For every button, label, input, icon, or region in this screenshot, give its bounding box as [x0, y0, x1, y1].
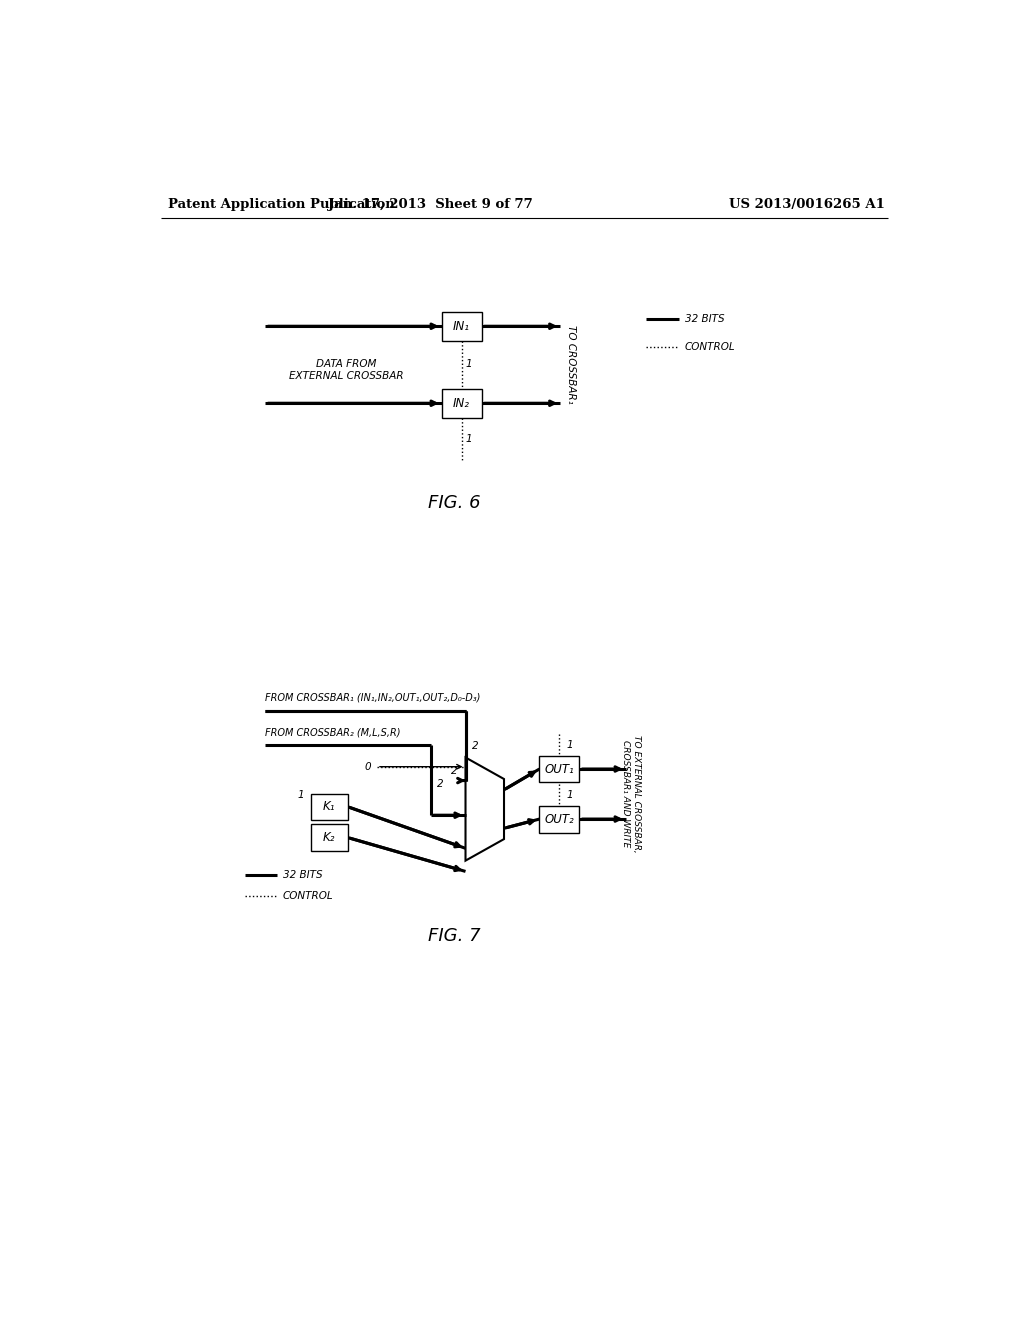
Text: 2: 2: [437, 779, 443, 789]
Bar: [441, 312, 481, 341]
Text: IN₂: IN₂: [454, 397, 470, 409]
Text: CONTROL: CONTROL: [685, 342, 735, 352]
Text: 1: 1: [465, 434, 472, 445]
Text: OUT₂: OUT₂: [545, 813, 574, 825]
Text: Patent Application Publication: Patent Application Publication: [168, 198, 394, 211]
Bar: [310, 793, 348, 820]
Bar: [310, 825, 348, 850]
Text: FIG. 6: FIG. 6: [428, 495, 480, 512]
Bar: [441, 388, 481, 418]
Text: K₂: K₂: [323, 832, 336, 843]
Bar: [540, 805, 580, 833]
Text: 2: 2: [472, 741, 478, 751]
Text: FIG. 7: FIG. 7: [428, 927, 480, 945]
Text: FROM CROSSBAR₂ (M,L,S,R): FROM CROSSBAR₂ (M,L,S,R): [265, 727, 400, 738]
Text: 1: 1: [298, 791, 304, 800]
Text: DATA FROM
EXTERNAL CROSSBAR: DATA FROM EXTERNAL CROSSBAR: [289, 359, 403, 381]
Bar: [540, 755, 580, 783]
Text: 2: 2: [451, 767, 458, 776]
Text: US 2013/0016265 A1: US 2013/0016265 A1: [729, 198, 885, 211]
Text: 32 BITS: 32 BITS: [283, 870, 323, 879]
Text: 32 BITS: 32 BITS: [685, 314, 725, 323]
Text: FROM CROSSBAR₁ (IN₁,IN₂,OUT₁,OUT₂,D₀-D₃): FROM CROSSBAR₁ (IN₁,IN₂,OUT₁,OUT₂,D₀-D₃): [265, 693, 480, 702]
Text: K₁: K₁: [323, 800, 336, 813]
Text: TO EXTERNAL CROSSBAR,
CROSSBAR₁ AND WRITE: TO EXTERNAL CROSSBAR, CROSSBAR₁ AND WRIT…: [622, 735, 641, 853]
Text: Jan. 17, 2013  Sheet 9 of 77: Jan. 17, 2013 Sheet 9 of 77: [329, 198, 534, 211]
Text: 1: 1: [566, 789, 573, 800]
Text: 1: 1: [465, 359, 472, 370]
Text: CONTROL: CONTROL: [283, 891, 334, 902]
Text: IN₁: IN₁: [454, 319, 470, 333]
Text: 0: 0: [365, 762, 371, 772]
Text: OUT₁: OUT₁: [545, 763, 574, 776]
Text: 1: 1: [566, 739, 573, 750]
Text: TO CROSSBAR₁: TO CROSSBAR₁: [566, 325, 575, 404]
